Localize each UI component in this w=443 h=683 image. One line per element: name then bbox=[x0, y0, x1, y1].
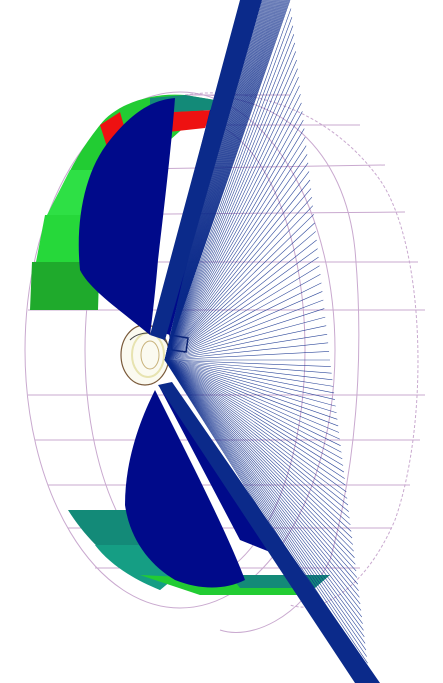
fan-line bbox=[164, 282, 322, 361]
fan-line bbox=[164, 351, 330, 361]
fan-line bbox=[164, 359, 361, 605]
fan-line bbox=[164, 359, 347, 493]
fan-line bbox=[164, 359, 334, 387]
fan-line bbox=[164, 265, 320, 361]
fan-line bbox=[164, 359, 364, 631]
fan-line bbox=[164, 25, 294, 361]
fan-line bbox=[164, 59, 297, 361]
fan-line bbox=[164, 102, 302, 361]
fan-line bbox=[164, 359, 340, 433]
fan-line bbox=[164, 359, 366, 644]
fan-line bbox=[164, 256, 319, 361]
fan-line bbox=[164, 222, 315, 361]
fan-line bbox=[164, 316, 326, 361]
fan-line bbox=[164, 359, 345, 473]
fan-line bbox=[164, 359, 358, 578]
fan-line bbox=[164, 359, 360, 598]
fan-line bbox=[164, 359, 362, 611]
fan-line bbox=[164, 128, 305, 361]
fan-line bbox=[164, 196, 313, 361]
fan-line bbox=[164, 248, 318, 361]
fan-line bbox=[164, 359, 363, 624]
fan-line bbox=[164, 333, 328, 361]
fan-line bbox=[164, 359, 349, 506]
fan-line bbox=[164, 291, 323, 361]
fan-line bbox=[164, 359, 353, 539]
fan-line bbox=[164, 359, 355, 558]
fan-line bbox=[164, 359, 363, 618]
fan-line bbox=[164, 359, 331, 367]
fan-line bbox=[164, 145, 307, 361]
fan-line bbox=[164, 359, 358, 585]
fan-line bbox=[164, 94, 301, 361]
fan-line bbox=[164, 359, 332, 374]
fan-line bbox=[164, 359, 336, 407]
fan-line bbox=[164, 119, 304, 361]
blade-line-fan bbox=[164, 0, 371, 683]
fan-line bbox=[164, 359, 333, 381]
fan-line bbox=[164, 136, 306, 361]
fan-line bbox=[164, 359, 337, 414]
fan-line bbox=[164, 359, 367, 651]
fan-line bbox=[164, 34, 295, 361]
fan-line bbox=[164, 359, 345, 479]
fan-line bbox=[164, 77, 299, 361]
blade-edge bbox=[150, 0, 380, 683]
fan-line bbox=[164, 359, 346, 486]
fan-line bbox=[164, 359, 338, 420]
fan-line bbox=[164, 111, 303, 361]
fan-line bbox=[164, 359, 351, 526]
fan-line bbox=[164, 359, 367, 657]
fan-line bbox=[164, 359, 342, 453]
fan-line bbox=[164, 308, 325, 361]
fan-line bbox=[164, 162, 309, 361]
fan-line bbox=[164, 359, 335, 400]
fan-line bbox=[164, 359, 350, 519]
fan-line bbox=[164, 8, 292, 361]
fan-line bbox=[164, 179, 311, 361]
fan-line bbox=[164, 231, 316, 361]
fan-line bbox=[164, 359, 341, 446]
fan-line bbox=[164, 359, 365, 638]
fan-line bbox=[164, 359, 352, 532]
fan-line bbox=[164, 325, 327, 361]
fan-line bbox=[164, 239, 317, 361]
fan-line bbox=[164, 85, 300, 361]
fan-line bbox=[164, 359, 359, 591]
fan-line bbox=[164, 359, 368, 664]
fan-line bbox=[164, 205, 314, 361]
fan-line bbox=[164, 0, 291, 361]
fan-line bbox=[164, 68, 298, 361]
fan-line bbox=[164, 299, 324, 361]
fan-line bbox=[164, 359, 340, 440]
fan-line bbox=[164, 17, 293, 361]
fan-line bbox=[164, 359, 357, 572]
fan-line bbox=[164, 359, 356, 565]
fan-line bbox=[164, 359, 354, 552]
fan-line bbox=[164, 171, 310, 361]
fan-line bbox=[164, 359, 344, 466]
fan-line bbox=[164, 359, 343, 460]
fan-line bbox=[164, 359, 349, 512]
fan-line bbox=[164, 359, 335, 394]
fan-line bbox=[164, 274, 321, 361]
fan-line bbox=[164, 214, 315, 361]
fan-line bbox=[164, 154, 308, 361]
fan-line bbox=[164, 359, 339, 427]
fan-line bbox=[164, 51, 296, 361]
fan-line bbox=[164, 342, 329, 361]
fan-line bbox=[164, 359, 354, 545]
fan-line bbox=[164, 359, 348, 499]
fan-line bbox=[164, 42, 296, 361]
fan-line bbox=[164, 188, 312, 361]
